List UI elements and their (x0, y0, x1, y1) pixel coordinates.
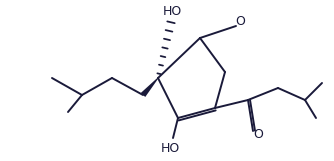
Text: O: O (253, 128, 263, 142)
Text: HO: HO (162, 5, 182, 18)
Text: HO: HO (160, 142, 180, 155)
Text: O: O (235, 14, 245, 28)
Polygon shape (141, 78, 158, 97)
